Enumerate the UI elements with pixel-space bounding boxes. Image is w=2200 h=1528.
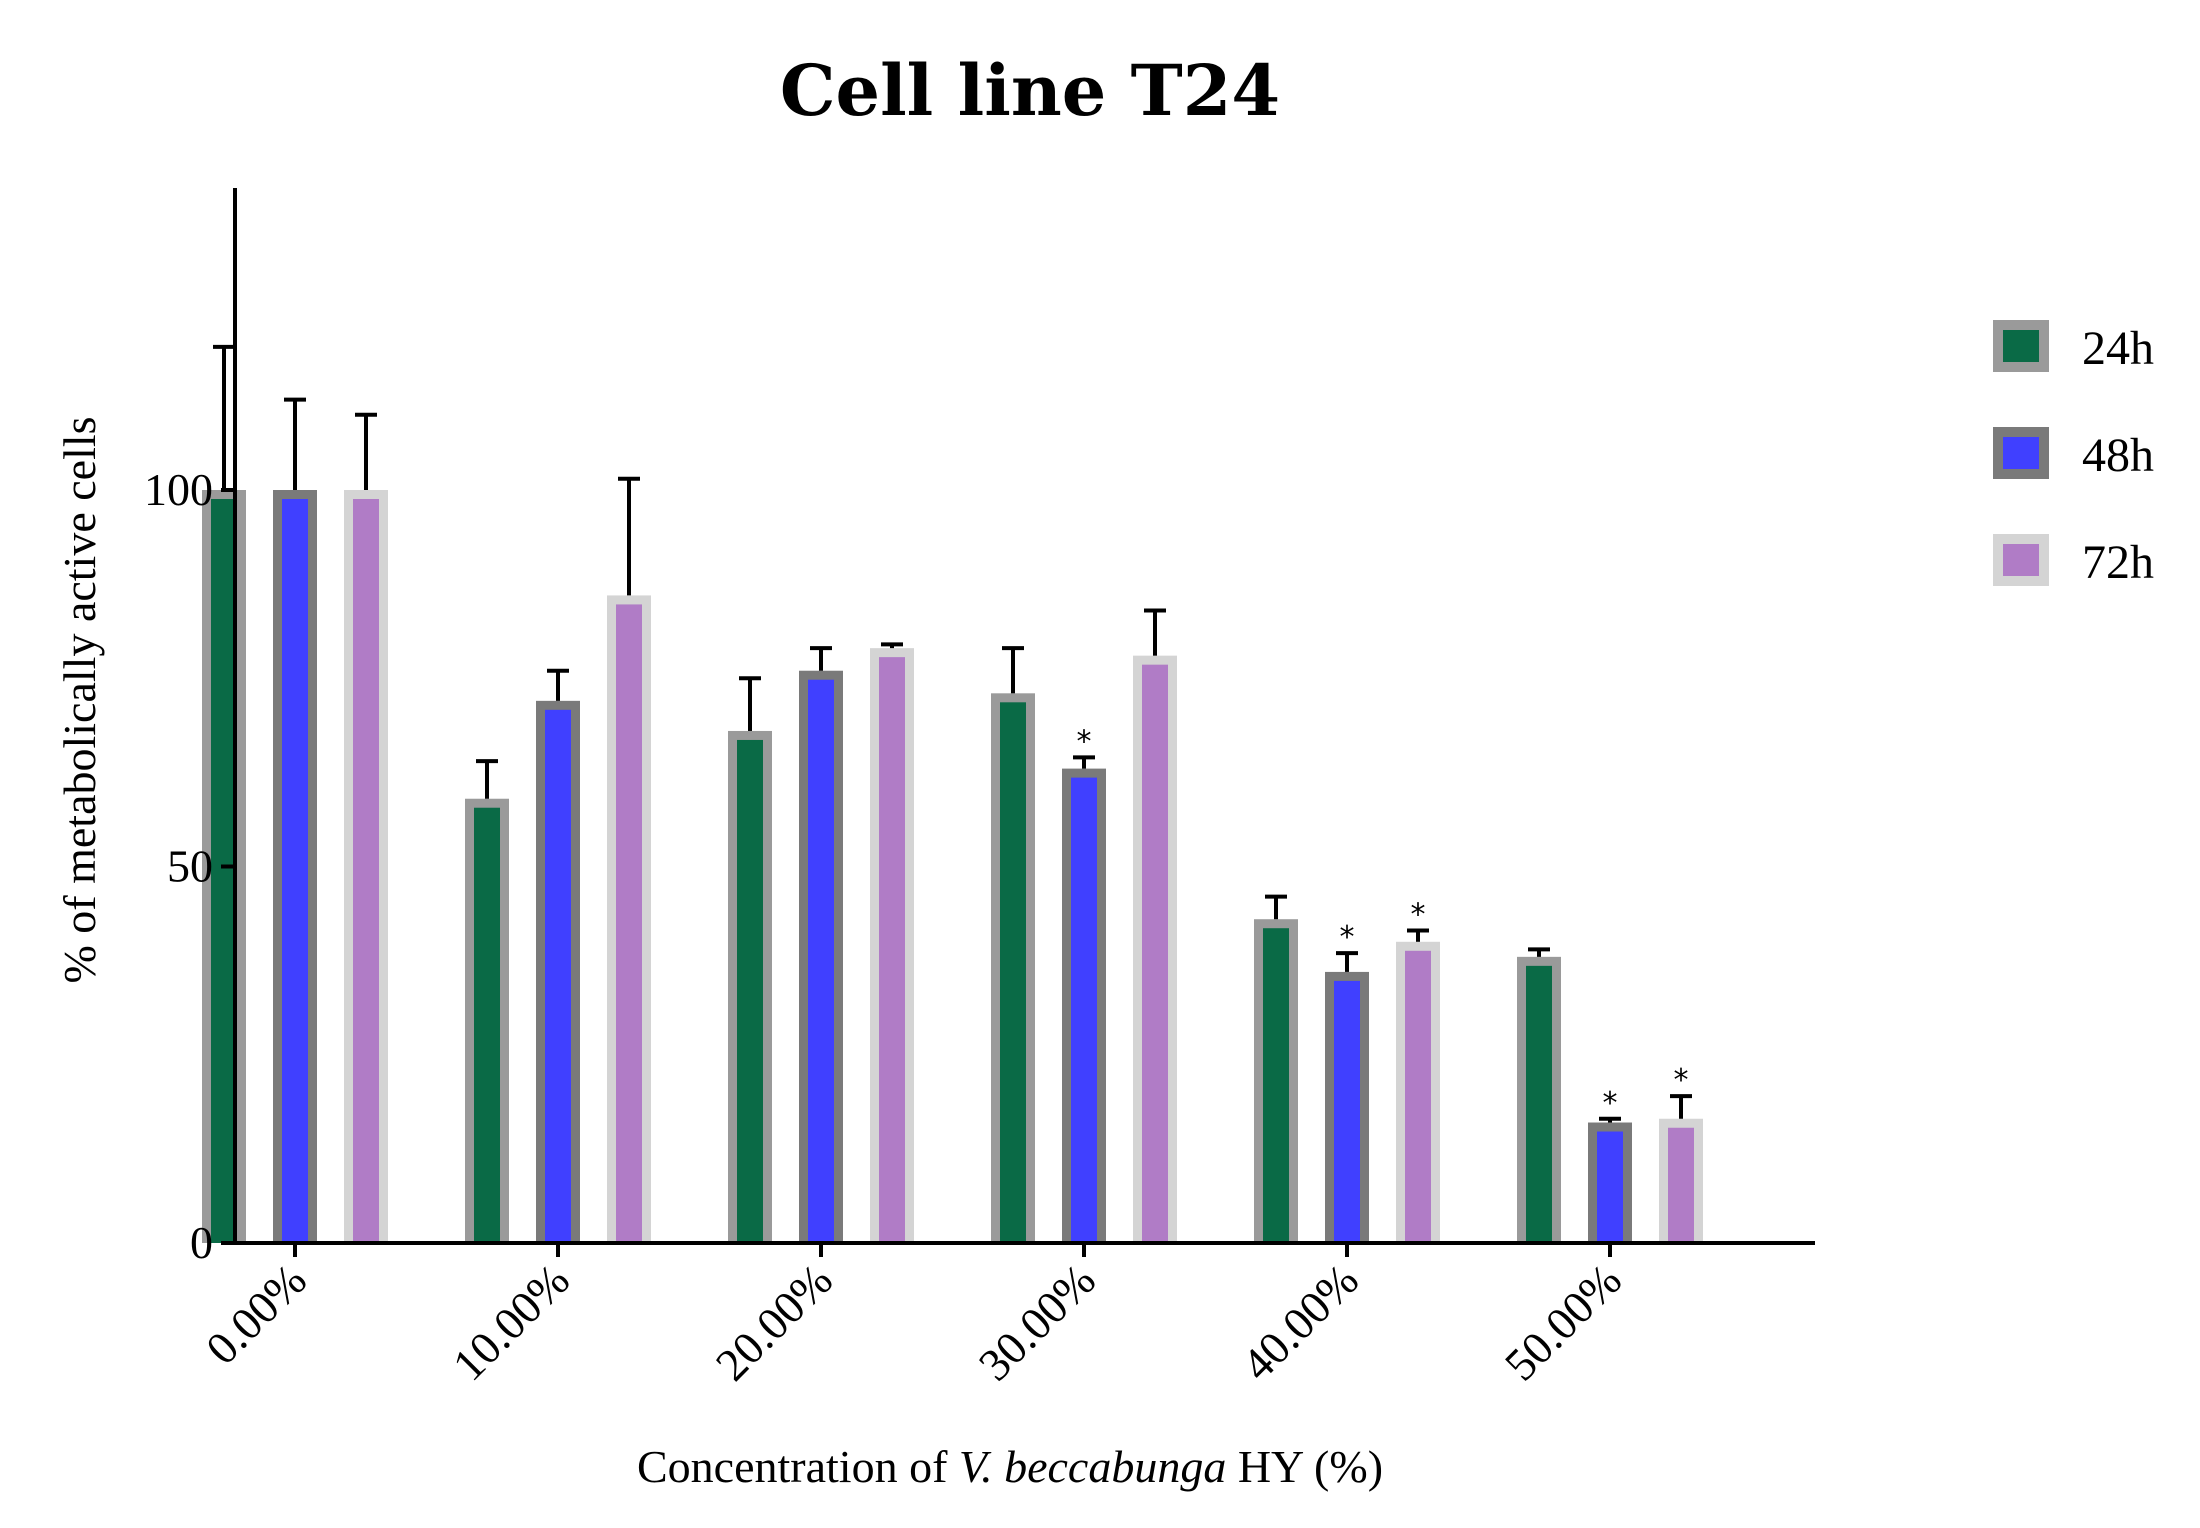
- significance-star-48h-3: *: [1077, 724, 1092, 759]
- x-tick-label-1: 10.00%: [443, 1254, 579, 1390]
- bar-fill-48h-4: [1334, 980, 1360, 1243]
- significance-star-72h-4: *: [1411, 898, 1426, 933]
- bar-fill-48h-5: [1597, 1131, 1623, 1243]
- bar-fill-24h-3: [1000, 702, 1026, 1243]
- x-tick-label-5: 50.00%: [1495, 1254, 1631, 1390]
- x-tick-label-0: 0.00%: [196, 1254, 316, 1374]
- y-axis-title: % of metabolically active cells: [54, 416, 105, 983]
- significance-star-48h-4: *: [1340, 920, 1355, 955]
- x-tick-label-4: 40.00%: [1232, 1254, 1368, 1390]
- y-tick-label-2: 100: [144, 464, 213, 515]
- bar-fill-48h-2: [808, 679, 834, 1243]
- bar-fill-24h-2: [737, 739, 763, 1243]
- bar-fill-72h-3: [1142, 664, 1168, 1243]
- x-tick-label-2: 20.00%: [706, 1254, 842, 1390]
- legend-label-24h: 24h: [2082, 322, 2154, 375]
- legend-swatch-fill-48h: [2003, 437, 2039, 469]
- bar-fill-72h-4: [1405, 950, 1431, 1243]
- significance-star-72h-5: *: [1674, 1063, 1689, 1098]
- bar-fill-24h-4: [1263, 928, 1289, 1243]
- bar-fill-48h-3: [1071, 777, 1097, 1243]
- svg-text:% of metabolically active cell: % of metabolically active cells: [54, 416, 105, 983]
- legend-label-72h: 72h: [2082, 536, 2154, 589]
- bar-fill-72h-1: [616, 604, 642, 1243]
- y-tick-label-0: 0: [190, 1217, 213, 1268]
- x-axis-title: Concentration of V. beccabunga HY (%): [637, 1441, 1383, 1492]
- legend-swatch-fill-72h: [2003, 544, 2039, 576]
- legend-swatch-fill-24h: [2003, 330, 2039, 362]
- axes-group: 0.00% 10.00% 20.00% 30.00% 40.00% 50.00% 0 50 10…: [144, 188, 1815, 1390]
- y-tick-label-1: 50: [167, 841, 213, 892]
- bar-fill-72h-5: [1668, 1127, 1694, 1243]
- x-tick-label-3: 30.00%: [969, 1254, 1105, 1390]
- bar-fill-72h-0: [353, 499, 379, 1243]
- bars-group: [202, 490, 1703, 1243]
- significance-star-48h-5: *: [1603, 1086, 1618, 1121]
- legend: 24h 48h 72h: [1993, 320, 2154, 589]
- chart-title: Cell line T24: [780, 49, 1280, 132]
- legend-label-48h: 48h: [2082, 429, 2154, 482]
- bar-fill-48h-1: [545, 709, 571, 1243]
- bar-fill-24h-1: [474, 807, 500, 1243]
- bar-fill-72h-2: [879, 657, 905, 1243]
- bar-fill-24h-0: [211, 499, 237, 1243]
- bar-fill-24h-5: [1526, 965, 1552, 1243]
- bar-fill-48h-0: [282, 499, 308, 1243]
- error-bars-group: * * * * *: [213, 344, 1692, 1123]
